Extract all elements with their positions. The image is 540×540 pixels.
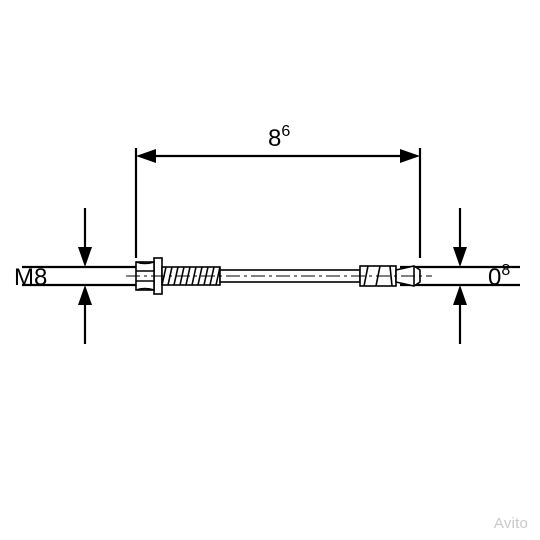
watermark: Avito [494,515,528,532]
anchor-bolt-diagram: 86 M8 08 [0,0,540,540]
length-sup: 6 [281,123,290,140]
length-base: 8 [268,125,281,152]
tip-sup: 8 [501,262,510,279]
tip-base: 0 [488,264,501,291]
thread-label: M8 [14,264,47,291]
anchor-bolt [126,258,432,294]
svg-text:08: 08 [488,262,510,291]
dimension-length: 86 [136,123,420,258]
svg-text:86: 86 [268,123,290,152]
